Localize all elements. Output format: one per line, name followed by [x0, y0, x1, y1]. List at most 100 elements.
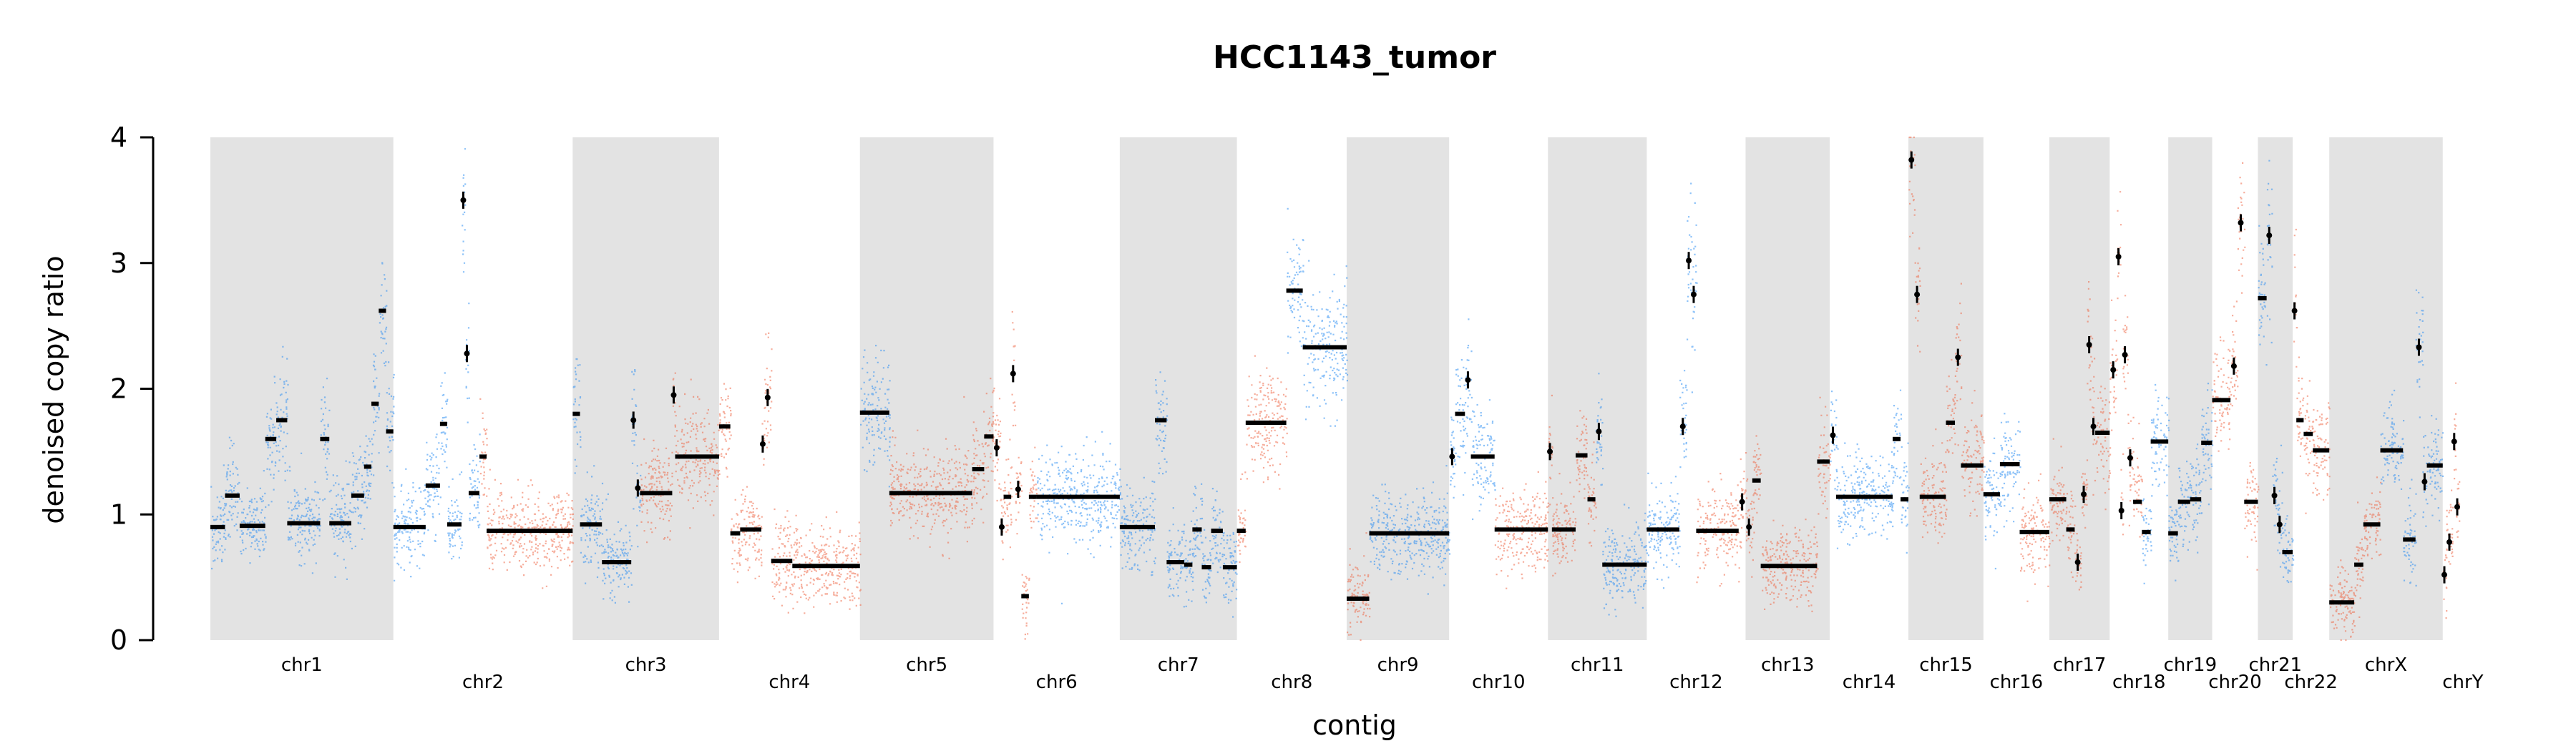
y-tick-label-2: 2 — [110, 373, 127, 405]
segment-dot-chr6-1 — [998, 524, 1005, 530]
y-tick-label-0: 0 — [110, 624, 127, 656]
points-chr5-0 — [860, 345, 891, 488]
points-chr10-1 — [1494, 471, 1550, 589]
y-tick-label-1: 1 — [110, 499, 127, 530]
contig-label-chr16: chr16 — [1990, 672, 2044, 693]
segment-dot-chr15-4 — [1955, 354, 1961, 360]
contig-label-chr21: chr21 — [2248, 654, 2302, 676]
x-axis-label: contig — [1312, 710, 1397, 741]
segment-dot-chr11-4 — [1596, 428, 1602, 435]
segment-dot-chr17-4 — [2086, 341, 2092, 348]
segment-dot-chr14-0 — [1830, 432, 1836, 438]
segment-dot-chr3-3 — [630, 417, 637, 423]
segment-dot-chr12-1 — [1679, 423, 1686, 430]
contig-label-chr3: chr3 — [625, 654, 667, 676]
points-chr2-1 — [479, 398, 575, 589]
contig-band-chr19 — [2168, 137, 2212, 640]
points-chr16-0 — [1984, 413, 2021, 570]
segment-dot-chr13-0 — [1746, 524, 1752, 530]
segment-dot-chr6-0 — [993, 445, 1000, 451]
contig-label-chrY: chrY — [2442, 672, 2483, 693]
points-chr19-0 — [2168, 383, 2214, 581]
segment-dot-chr11-0 — [1547, 448, 1553, 455]
segment-dot-chr12-3 — [1690, 291, 1697, 298]
points-chr11-0 — [1548, 394, 1597, 576]
segment-dot-chr3-6 — [670, 392, 677, 398]
contig-label-chr7: chr7 — [1158, 654, 1199, 676]
contig-label-chr12: chr12 — [1669, 672, 1723, 693]
contig-label-chr5: chr5 — [906, 654, 947, 676]
segment-dot-chr15-1 — [1914, 291, 1921, 298]
contig-label-chr8: chr8 — [1271, 672, 1312, 693]
contig-band-chr13 — [1745, 137, 1830, 640]
segment-dot-chr18-1 — [2115, 253, 2122, 260]
contig-band-chr1 — [210, 137, 394, 640]
segment-dot-chrY-2 — [2451, 438, 2457, 445]
contig-label-chr11: chr11 — [1571, 654, 1624, 676]
points-chr13-0 — [1745, 396, 1832, 612]
segment-dot-chr18-4 — [2127, 455, 2133, 461]
contig-label-chr10: chr10 — [1472, 672, 1526, 693]
segment-dot-chr18-0 — [2110, 367, 2117, 373]
segment-dot-chr18-2 — [2118, 507, 2124, 514]
contig-label-chr18: chr18 — [2112, 672, 2166, 693]
segment-dot-chr6-4 — [1015, 486, 1021, 493]
contig-band-chr15 — [1908, 137, 1984, 640]
segment-dot-chr6-3 — [1010, 370, 1016, 377]
points-chr12-1 — [1696, 452, 1747, 587]
segment-dot-chr15-0 — [1908, 157, 1915, 163]
segment-dot-chr21-3 — [2276, 521, 2283, 528]
segment-dot-chr18-3 — [2122, 352, 2128, 358]
contig-label-chr22: chr22 — [2284, 672, 2338, 693]
points-chr16-1 — [2019, 473, 2051, 602]
segment-dot-chrX-6 — [2421, 478, 2428, 485]
segment-dot-chr21-2 — [2271, 492, 2278, 499]
segment-dot-chr20-1 — [2230, 363, 2237, 369]
contig-label-chr9: chr9 — [1377, 654, 1419, 676]
segment-dot-chrX-5 — [2416, 344, 2422, 350]
segment-dot-chr2-5 — [464, 350, 470, 357]
segment-dot-chrY-3 — [2454, 504, 2460, 510]
contig-label-chr14: chr14 — [1843, 672, 1896, 693]
segment-dot-chr4-3 — [759, 441, 766, 447]
y-tick-label-3: 3 — [110, 247, 127, 279]
segment-dot-chr3-4 — [635, 485, 641, 491]
contig-band-chr21 — [2258, 137, 2293, 640]
contig-label-chr6: chr6 — [1036, 672, 1078, 693]
points-chr17-0 — [2049, 281, 2112, 591]
segment-dot-chr20-2 — [2238, 220, 2244, 226]
contig-label-chrX: chrX — [2365, 654, 2407, 676]
points-chr2-0 — [394, 148, 481, 581]
segment-dot-chr10-0 — [1449, 453, 1455, 460]
axes: 0 1 2 3 4 — [110, 122, 155, 656]
segment-dot-chr10-2 — [1465, 377, 1471, 383]
segment-dot-chr2-4 — [460, 197, 467, 203]
contig-label-chr19: chr19 — [2164, 654, 2218, 676]
contig-label-chr20: chr20 — [2208, 672, 2262, 693]
points-chr18-1 — [2142, 383, 2170, 584]
points-chr4-0 — [718, 332, 862, 614]
points-chr3-0 — [572, 358, 642, 604]
points-chr14-0 — [1830, 389, 1910, 554]
chart-title: HCC1143_tumor — [1213, 39, 1496, 76]
points-chr10-0 — [1450, 318, 1496, 521]
points-chr8-0 — [1237, 355, 1288, 563]
segment-dot-chr21-1 — [2266, 232, 2273, 239]
contig-label-chr4: chr4 — [769, 672, 810, 693]
contig-band-chr3 — [572, 137, 719, 640]
segment-lines — [210, 151, 2460, 605]
points-chr6-1 — [1037, 431, 1121, 604]
y-axis-label: denoised copy ratio — [38, 255, 69, 524]
contig-bands — [210, 137, 2443, 640]
contig-band-chr7 — [1119, 137, 1237, 640]
segment-dot-chr17-5 — [2090, 423, 2097, 430]
contig-label-chr13: chr13 — [1761, 654, 1815, 676]
contig-band-chr5 — [859, 137, 994, 640]
contig-label-chr15: chr15 — [1919, 654, 1973, 676]
y-tick-label-4: 4 — [110, 122, 127, 153]
segment-dot-chr17-3 — [2081, 491, 2087, 498]
contig-label-chr1: chr1 — [281, 654, 323, 676]
contig-label-chr2: chr2 — [462, 672, 504, 693]
